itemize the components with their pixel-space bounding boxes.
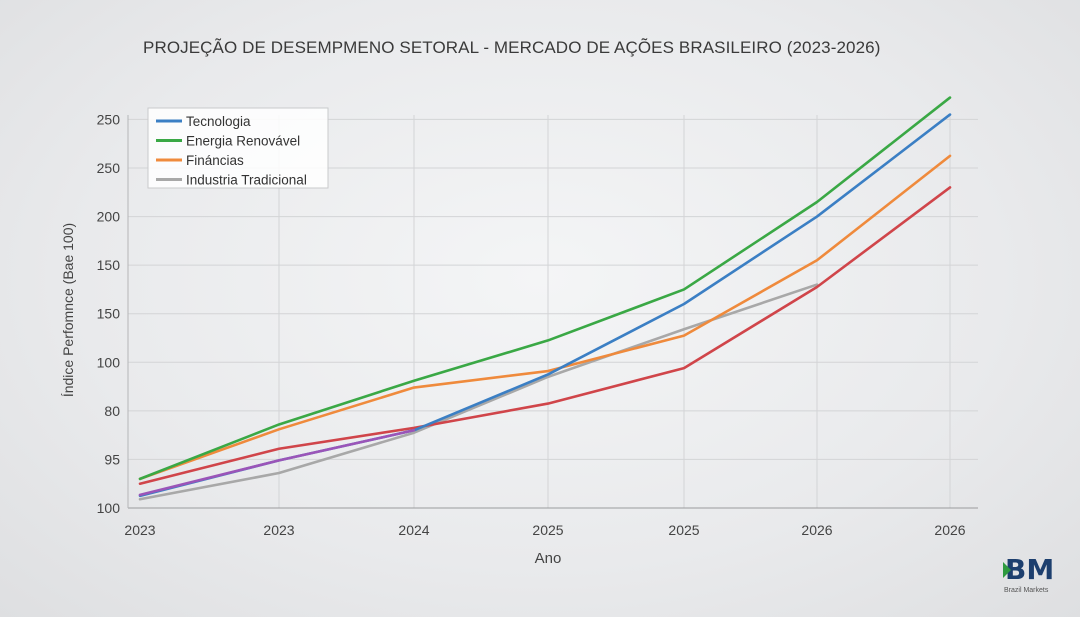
series-line-red: [138, 186, 952, 486]
axes-layer: 100 95 80 100 150 150 200 250 250 2023 2023 2024 202…: [97, 111, 978, 538]
y-tick-label: 250: [97, 111, 121, 127]
y-tick-label: 100: [97, 354, 121, 370]
axis-labels: Ano Índice Perfomnce (Bae 100): [60, 223, 561, 567]
series-line-purple: [138, 428, 416, 497]
x-tick-label: 2026: [934, 522, 965, 538]
logo-mark: BM: [1005, 553, 1055, 586]
legend-label: Industria Tradicional: [186, 173, 307, 188]
y-tick-label: 100: [97, 500, 121, 516]
x-tick-label: 2023: [263, 522, 294, 538]
x-tick-label: 2026: [801, 522, 832, 538]
y-tick-label: 150: [97, 257, 121, 273]
y-tick-label: 95: [104, 451, 120, 467]
legend-label: Energia Renovável: [186, 134, 300, 149]
logo-subtitle: Brazil Markets: [1004, 587, 1049, 594]
chart-title: PROJEÇÃO DE DESEMPMENO SETORAL - MERCADO…: [143, 38, 881, 57]
y-tick-label: 80: [104, 403, 120, 419]
legend: Tecnologia Energia Renovável Fináncias Indu…: [147, 107, 329, 189]
logo-accent-icon: [1003, 562, 1011, 578]
y-tick-label: 200: [97, 209, 121, 225]
brand-logo: BM Brazil Markets: [1003, 556, 1067, 598]
grid-layer: [128, 115, 978, 508]
series-layer: [138, 96, 952, 501]
y-axis-title: Índice Perfomnce (Bae 100): [60, 223, 76, 397]
y-tick-label: 250: [97, 160, 121, 176]
legend-label: Tecnologia: [186, 114, 251, 129]
x-tick-label: 2024: [398, 522, 429, 538]
x-axis-title: Ano: [535, 550, 562, 567]
x-tick-label: 2025: [668, 522, 699, 538]
y-tick-label: 150: [97, 306, 121, 322]
x-tick-label: 2023: [124, 522, 155, 538]
legend-label: Fináncias: [186, 153, 244, 168]
x-tick-label: 2025: [532, 522, 563, 538]
series-line-financias: [138, 154, 952, 481]
series-line-energia-renovavel: [138, 96, 952, 481]
